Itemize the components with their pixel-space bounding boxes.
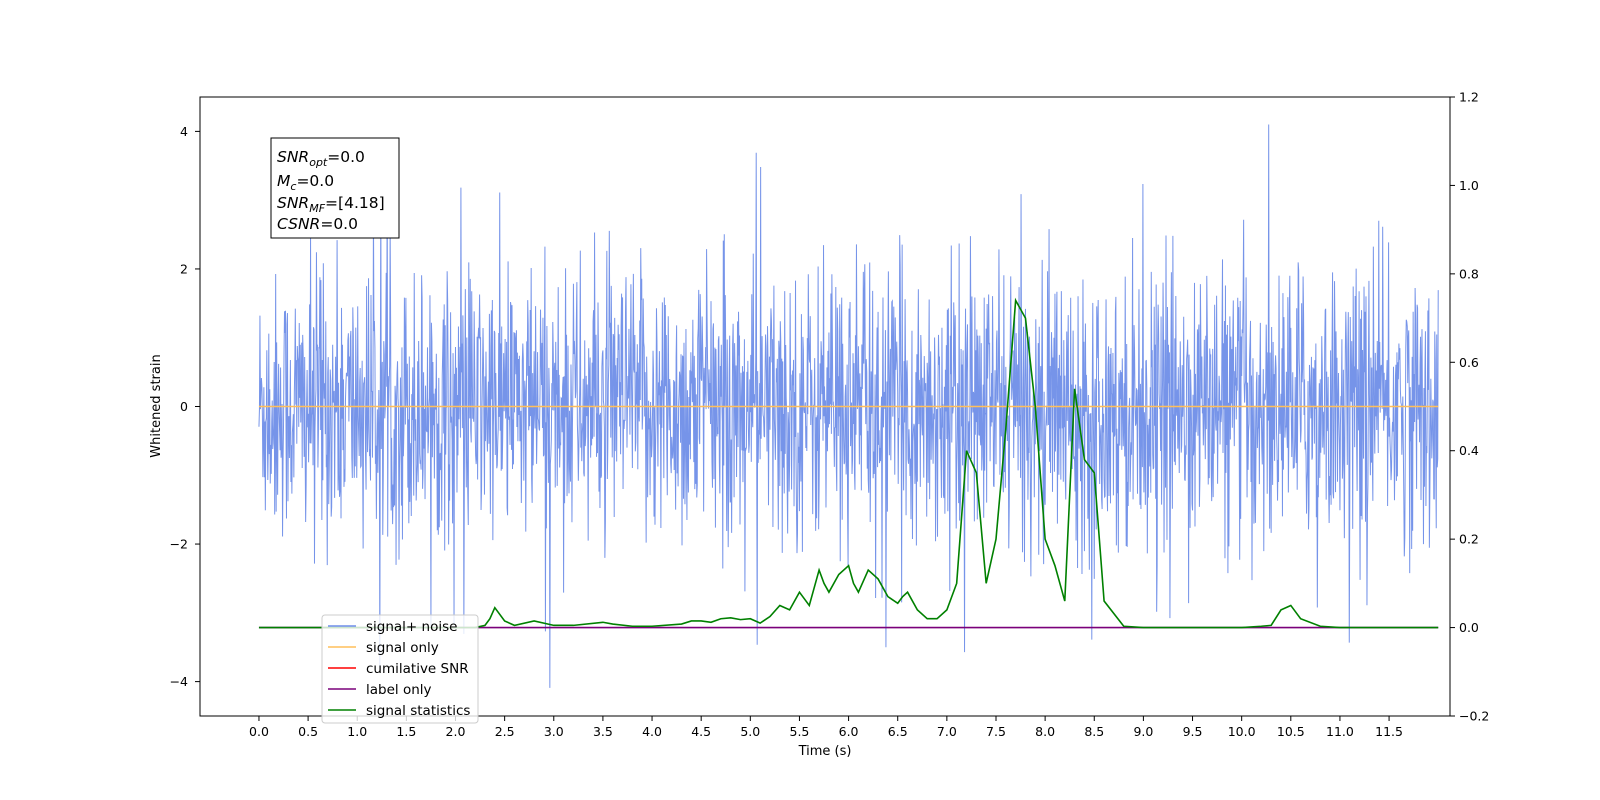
- x-tick-label: 11.0: [1326, 724, 1354, 739]
- legend-label-label-only: label only: [366, 682, 432, 698]
- y-tick-label: 2: [180, 261, 188, 276]
- x-tick-label: 9.0: [1133, 724, 1153, 739]
- x-tick-label: 8.0: [1035, 724, 1055, 739]
- x-tick-label: 1.5: [396, 724, 416, 739]
- series-signal-noise: [258, 124, 1439, 688]
- annotation-mc: Mc=0.0: [277, 172, 334, 193]
- x-tick-label: 7.0: [937, 724, 957, 739]
- x-tick-label: 6.0: [839, 724, 859, 739]
- x-tick-label: 7.5: [986, 724, 1006, 739]
- annotation-box: [270, 137, 400, 239]
- x-axis-ticks: 0.0 0.5 1.0 1.5 2.0 2.5 3.0 3.5 4.0 4.5 5.0 5.5 6.0 6…: [249, 716, 1403, 739]
- y2-tick-label: 1.0: [1459, 178, 1479, 193]
- y-axis-label: Whitened strain: [149, 354, 164, 457]
- x-tick-label: 2.0: [446, 724, 466, 739]
- x-axis-label: Time (s): [798, 744, 852, 759]
- x-tick-label: 6.5: [888, 724, 908, 739]
- stats-annotation: SNRopt=0.0 Mc=0.0 SNRMF=[4.18] CSNR=0.0: [270, 137, 400, 239]
- legend: signal+ noise signal only cumilative SNR…: [321, 614, 479, 724]
- x-tick-label: 3.5: [593, 724, 613, 739]
- x-tick-label: 2.5: [495, 724, 515, 739]
- annotation-csnr: CSNR=0.0: [277, 215, 358, 233]
- y2-tick-label: 0.4: [1459, 443, 1479, 458]
- x-tick-label: 1.0: [347, 724, 367, 739]
- x-tick-label: 8.5: [1084, 724, 1104, 739]
- x-tick-label: 10.5: [1277, 724, 1305, 739]
- annotation-snr-mf: SNRMF=[4.18]: [277, 194, 385, 215]
- legend-label-cumilative-snr: cumilative SNR: [366, 661, 469, 677]
- right-y-axis-ticks: 1.2 1.0 0.8 0.6 0.4 0.2 0.0 −0.2: [1450, 90, 1489, 724]
- x-tick-label: 11.5: [1375, 724, 1403, 739]
- y2-tick-label: 0.2: [1459, 532, 1479, 547]
- x-tick-label: 9.5: [1183, 724, 1203, 739]
- x-tick-label: 5.0: [740, 724, 760, 739]
- x-tick-label: 4.5: [691, 724, 711, 739]
- legend-label-signal-statistics: signal statistics: [366, 703, 470, 719]
- y2-tick-label: 0.6: [1459, 355, 1479, 370]
- x-tick-label: 0.0: [249, 724, 269, 739]
- y-tick-label: −4: [170, 674, 188, 689]
- line-signal-statistics: [258, 297, 1439, 629]
- x-tick-label: 3.0: [544, 724, 564, 739]
- legend-label-signal-only: signal only: [366, 640, 439, 656]
- x-tick-label: 5.5: [790, 724, 810, 739]
- y2-tick-label: 0.8: [1459, 266, 1479, 281]
- legend-label-signal-noise: signal+ noise: [366, 619, 457, 635]
- x-tick-label: 4.0: [642, 724, 662, 739]
- y-axis-ticks: 4 2 0 −2 −4: [170, 124, 200, 689]
- y2-tick-label: 0.0: [1459, 620, 1479, 635]
- y-tick-label: 4: [180, 124, 188, 139]
- x-tick-label: 10.0: [1228, 724, 1256, 739]
- annotation-snr-opt: SNRopt=0.0: [277, 148, 365, 169]
- y-tick-label: −2: [170, 537, 188, 552]
- y2-tick-label: −0.2: [1459, 709, 1489, 724]
- y2-tick-label: 1.2: [1459, 90, 1479, 105]
- legend-box: [321, 614, 479, 724]
- y-tick-label: 0: [180, 399, 188, 414]
- line-signal-noise: [258, 124, 1439, 688]
- x-tick-label: 0.5: [298, 724, 318, 739]
